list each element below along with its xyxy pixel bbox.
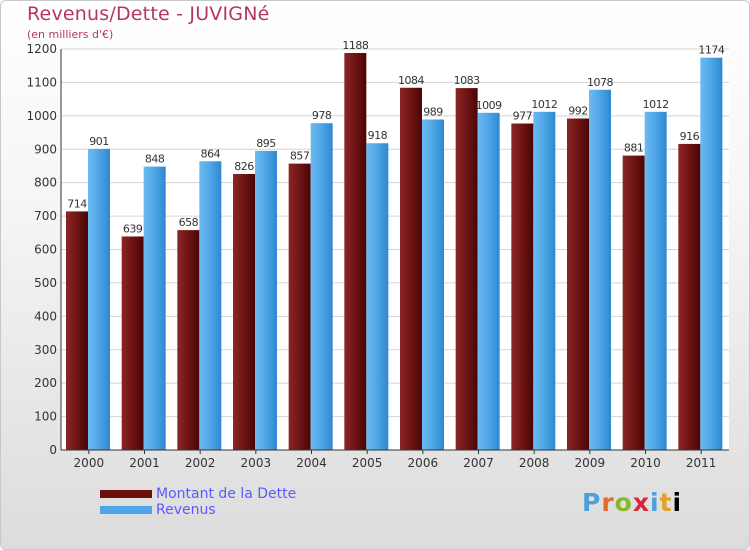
bar-revenus: [88, 148, 110, 450]
bar-revenus: [533, 111, 556, 450]
chart-title: Revenus/Dette - JUVIGNé: [27, 3, 270, 25]
y-tick-label: 800: [34, 176, 57, 190]
y-tick-label: 300: [34, 343, 57, 357]
bar-dette: [233, 173, 255, 450]
data-label: 1012: [643, 98, 669, 111]
y-tick-label: 600: [34, 243, 57, 257]
data-label: 978: [312, 109, 332, 122]
bar-revenus: [366, 143, 389, 451]
bar-dette: [288, 163, 311, 450]
x-tick-label: 2004: [296, 456, 327, 470]
data-label: 916: [680, 130, 700, 143]
bar-revenus: [589, 89, 611, 450]
data-label: 989: [423, 106, 443, 119]
legend-swatch-dette: [100, 490, 152, 498]
y-tick-label: 100: [34, 410, 57, 424]
data-label: 977: [513, 110, 533, 123]
bar-revenus: [199, 161, 222, 450]
bar-dette: [511, 123, 534, 450]
legend-label-revenus: Revenus: [156, 502, 216, 518]
data-label: 1078: [587, 76, 613, 89]
x-tick-label: 2007: [463, 456, 494, 470]
data-label: 901: [89, 135, 109, 148]
x-tick-label: 2003: [241, 456, 272, 470]
bar-dette: [455, 88, 478, 450]
data-label: 1174: [698, 44, 724, 57]
y-tick-label: 500: [34, 276, 57, 290]
bar-dette: [567, 118, 589, 451]
y-tick-label: 200: [34, 376, 57, 390]
bar-dette: [678, 143, 701, 451]
bar-revenus: [255, 150, 277, 450]
legend-item-revenus: Revenus: [100, 502, 296, 518]
x-tick-label: 2010: [630, 456, 661, 470]
y-tick-label: 400: [34, 309, 57, 323]
data-label: 826: [234, 160, 254, 173]
data-label: 895: [256, 137, 276, 150]
bar-revenus: [310, 123, 333, 450]
bar-dette: [177, 230, 200, 450]
legend-item-dette: Montant de la Dette: [100, 486, 296, 502]
data-label: 864: [201, 147, 221, 160]
data-label: 1188: [342, 39, 368, 52]
bar-dette: [121, 236, 144, 450]
bar-dette: [66, 211, 88, 450]
x-tick-label: 2001: [129, 456, 160, 470]
data-label: 1012: [531, 98, 557, 111]
x-tick-label: 2006: [408, 456, 439, 470]
y-tick-label: 900: [34, 142, 57, 156]
y-tick-label: 1000: [26, 109, 57, 123]
y-tick-label: 0: [49, 443, 57, 457]
bar-dette: [344, 53, 367, 450]
legend: Montant de la Dette Revenus: [100, 486, 296, 518]
data-label: 1084: [398, 74, 424, 87]
data-label: 1009: [476, 99, 502, 112]
legend-swatch-revenus: [100, 506, 152, 514]
x-tick-label: 2002: [185, 456, 216, 470]
data-label: 918: [368, 129, 388, 142]
data-label: 714: [67, 197, 87, 210]
bar-revenus: [143, 166, 166, 451]
x-tick-label: 2009: [575, 456, 606, 470]
bar-revenus: [644, 111, 667, 450]
data-label: 658: [179, 216, 199, 229]
bar-revenus: [700, 57, 723, 451]
bar-revenus: [477, 112, 500, 450]
data-label: 1083: [454, 74, 480, 87]
x-tick-label: 2005: [352, 456, 383, 470]
chart-subtitle: (en milliers d'€): [27, 28, 114, 41]
data-label: 992: [568, 105, 588, 118]
bar-dette: [400, 87, 422, 450]
x-tick-label: 2011: [686, 456, 717, 470]
x-tick-label: 2000: [74, 456, 105, 470]
y-tick-label: 1200: [26, 42, 57, 56]
bar-revenus: [422, 119, 444, 451]
proxiti-logo: Proxiti: [582, 488, 683, 517]
data-label: 848: [145, 153, 165, 166]
x-tick-label: 2008: [519, 456, 550, 470]
legend-label-dette: Montant de la Dette: [156, 486, 297, 502]
data-label: 857: [290, 150, 310, 163]
y-tick-label: 700: [34, 209, 57, 223]
y-tick-label: 1100: [26, 75, 57, 89]
data-label: 881: [624, 142, 644, 155]
bar-dette: [622, 155, 645, 450]
data-label: 639: [123, 222, 143, 235]
